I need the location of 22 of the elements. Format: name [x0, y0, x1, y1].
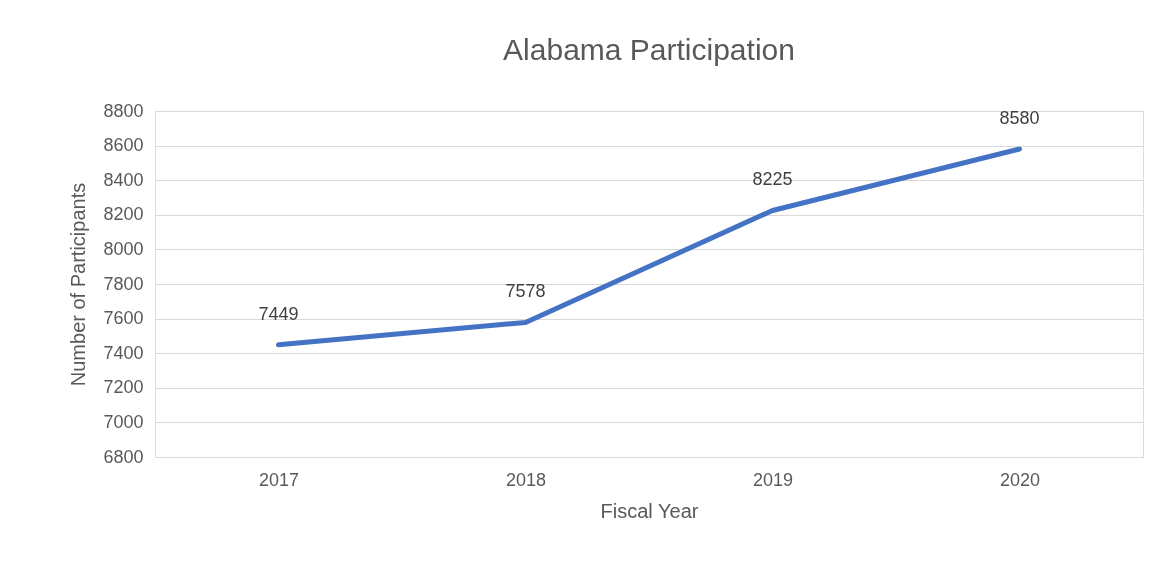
- x-tick-label: 2019: [752, 469, 794, 490]
- y-tick-label: 7200: [103, 377, 144, 398]
- x-tick-label: 2018: [505, 469, 547, 490]
- chart-title: Alabama Participation: [503, 33, 795, 66]
- x-tick-label: 2020: [999, 469, 1041, 490]
- y-axis-title: Number of Participants: [67, 182, 90, 387]
- data-label: 8225: [752, 169, 793, 190]
- x-tick-label: 2017: [258, 469, 300, 490]
- y-tick-label: 7400: [103, 342, 144, 363]
- y-tick-label: 7000: [103, 411, 144, 432]
- y-tick-label: 6800: [103, 446, 144, 467]
- x-axis-title: Fiscal Year: [600, 499, 699, 522]
- y-tick-label: 8600: [103, 135, 144, 156]
- y-tick-label: 8200: [103, 204, 144, 225]
- data-label: 8580: [999, 108, 1040, 129]
- data-label: 7449: [258, 303, 299, 324]
- y-tick-label: 8400: [103, 169, 144, 190]
- y-tick-label: 8800: [103, 100, 144, 121]
- data-label: 7578: [505, 281, 546, 302]
- y-tick-label: 7800: [103, 273, 144, 294]
- y-tick-label: 8000: [103, 238, 144, 259]
- y-tick-label: 7600: [103, 308, 144, 329]
